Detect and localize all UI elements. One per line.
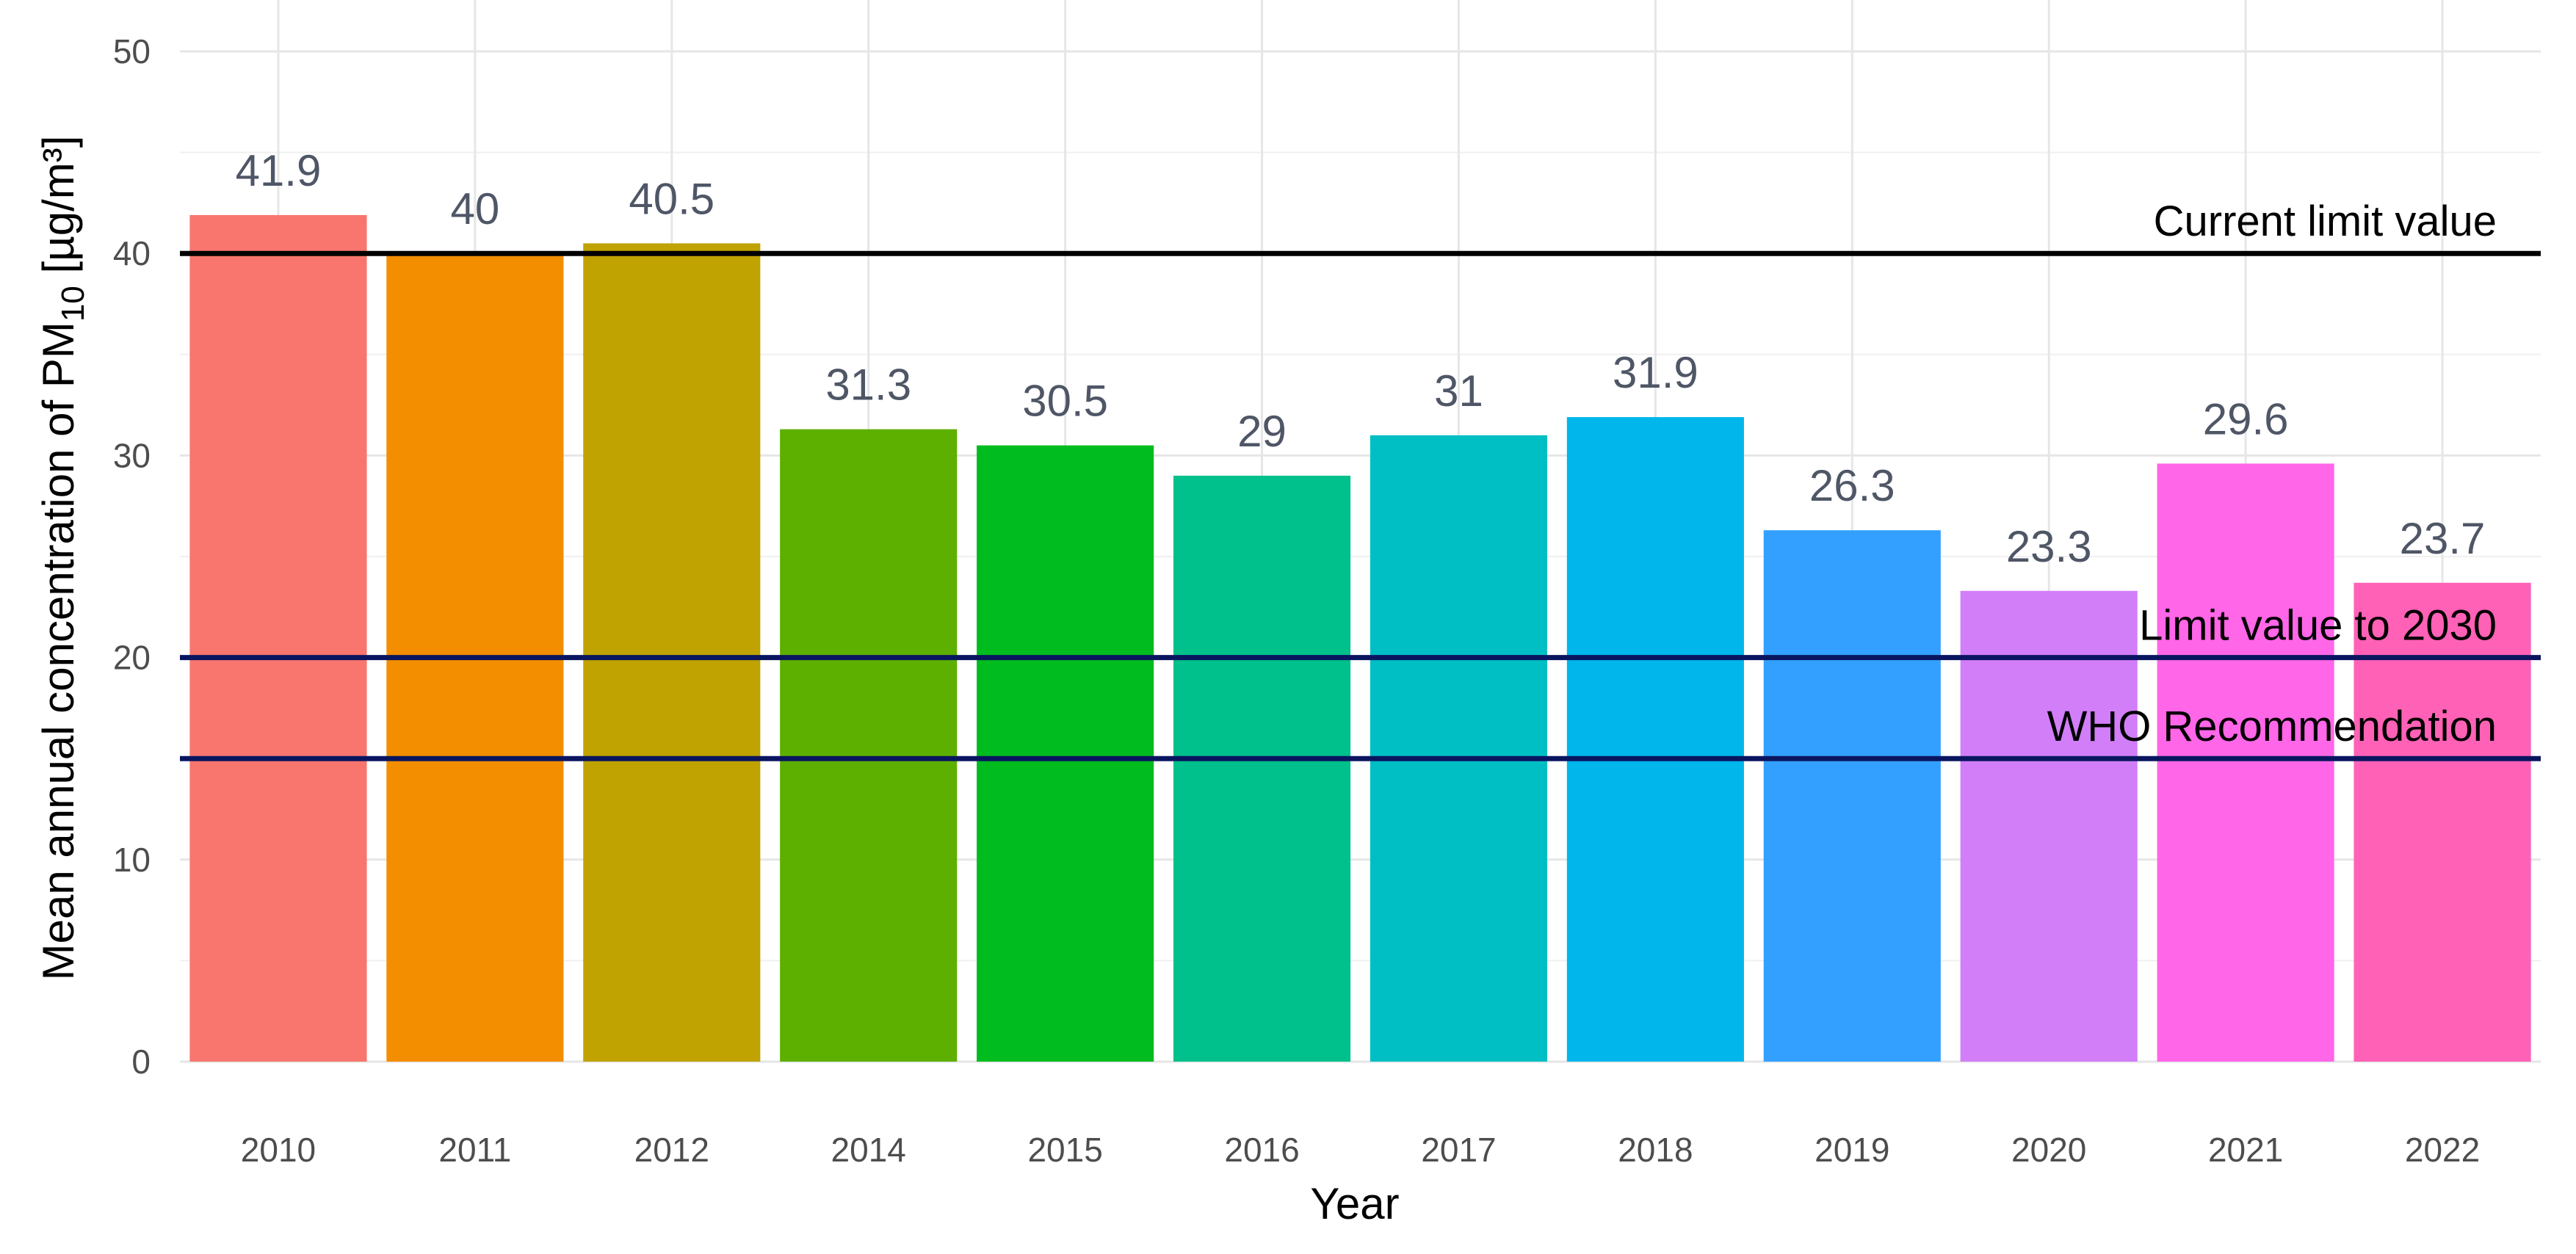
y-axis-title: Mean annual concentration of PM10 [µg/m³… [34, 136, 91, 981]
bar-2016 [1173, 475, 1351, 1062]
data-labels: 41.9 40 40.5 31.3 30.5 29 31 31.9 26.3 23.3 29.6 23… [236, 146, 2486, 571]
x-tick-label: 2015 [1027, 1131, 1102, 1169]
y-axis-title-subscript: 10 [55, 286, 91, 322]
value-label-2021: 29.6 [2203, 394, 2289, 443]
value-label-2020: 23.3 [2006, 522, 2092, 571]
bar-2017 [1370, 435, 1548, 1062]
bar-2018 [1566, 417, 1744, 1062]
y-tick-label: 0 [131, 1043, 151, 1081]
value-label-2016: 29 [1237, 407, 1287, 456]
value-label-2015: 30.5 [1022, 377, 1108, 426]
x-tick-label: 2012 [634, 1131, 709, 1169]
bar-2014 [780, 429, 958, 1062]
value-label-2017: 31 [1434, 366, 1483, 416]
x-axis-title: Year [1310, 1179, 1399, 1228]
value-label-2018: 31.9 [1613, 348, 1698, 397]
y-axis-title-unit: [µg/m³] [34, 136, 83, 286]
reference-label-40: Current limit value [2154, 197, 2497, 245]
x-tick-label: 2021 [2208, 1131, 2283, 1169]
bar-2019 [1763, 530, 1941, 1062]
x-tick-label: 2017 [1421, 1131, 1496, 1169]
bar-2010 [189, 214, 367, 1062]
x-axis-ticks: 2010 2011 2012 2014 2015 2016 2017 2018 2019 2020… [241, 1131, 2480, 1169]
reference-label-20: Limit value to 2030 [2139, 602, 2497, 650]
bar-2015 [977, 445, 1154, 1062]
bar-2020 [1960, 590, 2138, 1062]
x-tick-label: 2014 [831, 1131, 906, 1169]
x-tick-label: 2020 [2011, 1131, 2086, 1169]
bar-2021 [2157, 463, 2334, 1062]
x-tick-label: 2018 [1618, 1131, 1693, 1169]
value-label-2010: 41.9 [236, 146, 322, 195]
x-tick-label: 2019 [1815, 1131, 1889, 1169]
reference-lines: Current limit value Limit value to 2030 WH… [180, 197, 2541, 761]
value-label-2014: 31.3 [825, 360, 911, 410]
value-label-2011: 40 [451, 184, 500, 233]
y-tick-label: 10 [113, 841, 151, 879]
y-tick-label: 40 [113, 234, 151, 272]
y-tick-label: 30 [113, 436, 151, 474]
value-label-2022: 23.7 [2400, 514, 2486, 563]
y-tick-label: 50 [113, 32, 151, 70]
x-tick-label: 2016 [1224, 1131, 1299, 1169]
x-tick-label: 2011 [438, 1131, 511, 1169]
x-tick-label: 2022 [2405, 1131, 2480, 1169]
bars [189, 214, 2531, 1062]
reference-label-15: WHO Recommendation [2047, 703, 2497, 750]
y-tick-label: 20 [113, 639, 151, 677]
y-axis-ticks: 0 10 20 30 40 50 [113, 32, 151, 1081]
x-tick-label: 2010 [241, 1131, 316, 1169]
value-label-2012: 40.5 [629, 174, 714, 223]
value-label-2019: 26.3 [1809, 461, 1895, 510]
bar-2022 [2354, 582, 2531, 1062]
bar-2012 [583, 243, 761, 1062]
y-axis-title-main: Mean annual concentration of PM [34, 322, 83, 980]
